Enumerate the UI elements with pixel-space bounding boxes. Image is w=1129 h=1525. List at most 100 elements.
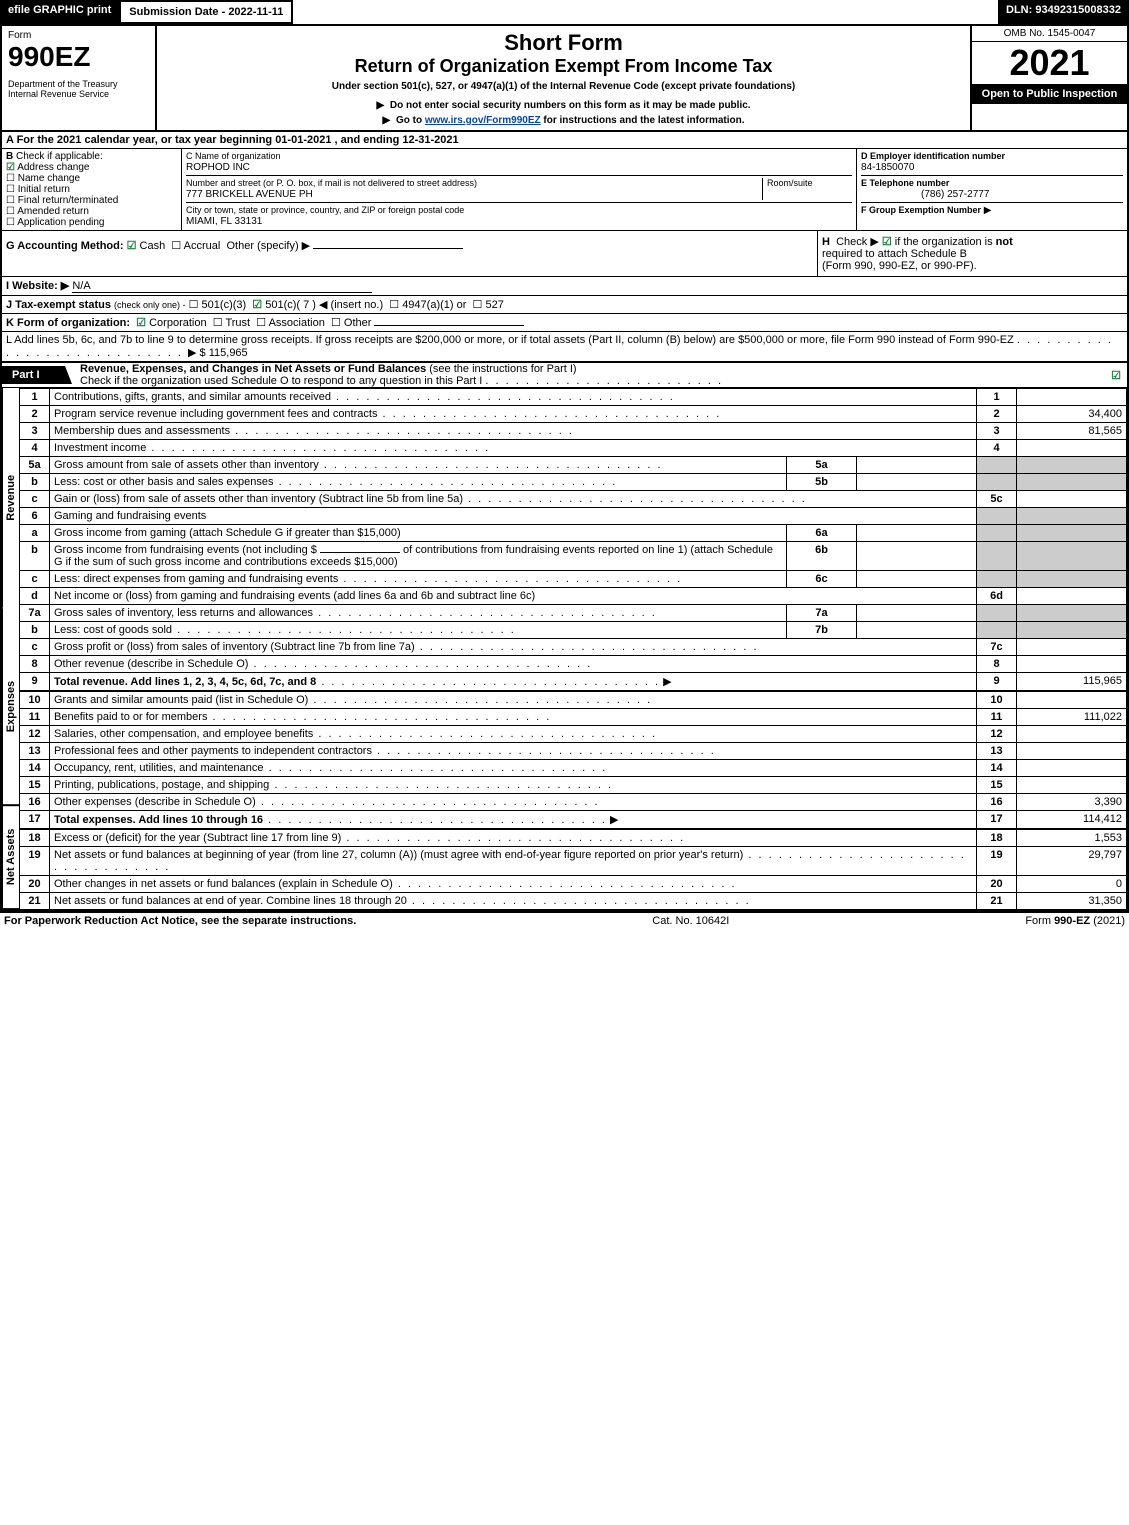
line-desc: Other changes in net assets or fund bala… [54,878,393,890]
line-ref: 19 [977,847,1017,876]
website-value: N/A [72,280,372,293]
table-row: 8Other revenue (describe in Schedule O)8 [20,656,1127,673]
line-desc: Net assets or fund balances at end of ye… [54,895,407,907]
line-ref-grey [977,622,1017,639]
line-number: 20 [20,876,50,893]
checkbox-icon: ☐ [389,299,399,311]
line-number: c [20,571,50,588]
line-number: 14 [20,760,50,777]
line-ref: 4 [977,440,1017,457]
dots [256,796,600,808]
line-value: 81,565 [1017,423,1127,440]
blank-input[interactable] [320,552,400,553]
checkbox-icon: ☐ [6,206,15,217]
footer-right-pre: Form [1025,915,1054,927]
table-row: 19Net assets or fund balances at beginni… [20,847,1127,876]
line-desc-bold: Total revenue. Add lines 1, 2, 3, 4, 5c,… [54,676,316,688]
checkbox-icon: ☐ [6,217,15,228]
footer-right: Form 990-EZ (2021) [1025,915,1125,927]
i-label: I Website: ▶ [6,280,69,292]
line-ref: 6d [977,588,1017,605]
table-row: 6Gaming and fundraising events [20,508,1127,525]
line-ref: 13 [977,743,1017,760]
line-text: Contributions, gifts, grants, and simila… [50,389,977,406]
dots [313,728,657,740]
irs-link[interactable]: www.irs.gov/Form990EZ [425,115,541,126]
table-row: 2Program service revenue including gover… [20,406,1127,423]
b-label: B [6,151,13,162]
line-ref: 12 [977,726,1017,743]
line-desc: Less: cost or other basis and sales expe… [54,476,274,488]
ssn-warning-text: Do not enter social security numbers on … [390,100,751,111]
table-row: bLess: cost of goods sold7b [20,622,1127,639]
line-value: 3,390 [1017,794,1127,811]
line-number: 9 [20,673,50,692]
line-desc: Professional fees and other payments to … [54,745,372,757]
table-row: 3Membership dues and assessments381,565 [20,423,1127,440]
subline-ref: 5b [787,474,857,491]
ein-value: 84-1850070 [861,162,914,173]
k-other: Other [344,317,372,329]
address-change: Address change [17,162,89,173]
line-ref: 2 [977,406,1017,423]
k-label: K Form of organization: [6,317,130,329]
subline-value [857,605,977,622]
other-input[interactable] [313,248,463,249]
line-value-grey [1017,525,1127,542]
c-street-label: Number and street (or P. O. box, if mail… [186,178,477,188]
form-container: Form 990EZ Department of the Treasury In… [0,24,1129,912]
section-l: L Add lines 5b, 6c, and 7b to line 9 to … [2,331,1127,361]
expenses-side-label: Expenses [2,608,19,806]
table-row: 14 Occupancy, rent, utilities, and mainte… [20,760,1127,777]
arrow-icon: ▶ [610,814,618,826]
k-other-input[interactable] [374,325,524,326]
section-c: C Name of organization ROPHOD INC Number… [182,149,857,230]
line-number: 18 [20,829,50,847]
table-row: 4Investment income4 [20,440,1127,457]
checkbox-icon: ☐ [171,240,181,252]
h-not: not [996,236,1013,248]
section-i: I Website: ▶ N/A [2,276,1127,295]
line-desc: Occupancy, rent, utilities, and maintena… [54,762,264,774]
dots: . . . . . . . . . . . . . . . . . . . . … [485,375,723,387]
j-501c3: 501(c)(3) [202,299,247,311]
table-row: bGross income from fundraising events (n… [20,542,1127,571]
line-ref: 18 [977,829,1017,847]
subline-ref: 7a [787,605,857,622]
line-number: 19 [20,847,50,876]
l-text: L Add lines 5b, 6c, and 7b to line 9 to … [6,334,1014,346]
part-i-header: Part I Revenue, Expenses, and Changes in… [2,361,1127,388]
line-number: 12 [20,726,50,743]
line-text: Benefits paid to or for members [50,709,977,726]
table-row: 16Other expenses (describe in Schedule O… [20,794,1127,811]
line-ref: 7c [977,639,1017,656]
table-row: aGross income from gaming (attach Schedu… [20,525,1127,542]
table-row: 11Benefits paid to or for members11111,0… [20,709,1127,726]
line-ref: 9 [977,673,1017,692]
footer-right-form: 990-EZ [1054,915,1090,927]
title-row: Form 990EZ Department of the Treasury In… [2,26,1127,130]
section-a: A For the 2021 calendar year, or tax yea… [2,130,1127,148]
line-number: 3 [20,423,50,440]
subline-ref: 6b [787,542,857,571]
k-assoc: Association [269,317,325,329]
section-j: J Tax-exempt status (check only one) - ☐… [2,295,1127,313]
subline-value [857,525,977,542]
line-desc: Benefits paid to or for members [54,711,207,723]
line-value-grey [1017,571,1127,588]
line-value-grey [1017,542,1127,571]
dots [263,814,607,826]
lines-container: Revenue Expenses Net Assets 1Contributio… [2,388,1127,910]
phone-value: (786) 257-2777 [861,189,989,200]
line-value: 29,797 [1017,847,1127,876]
part-i-title: Revenue, Expenses, and Changes in Net As… [80,363,426,375]
line-desc: Gross sales of inventory, less returns a… [54,607,313,619]
line-number: 17 [20,811,50,830]
line-number: 21 [20,893,50,910]
line-number: 5a [20,457,50,474]
accrual-option: Accrual [184,240,221,252]
line-text: Gross income from gaming (attach Schedul… [50,525,787,542]
line-text: Total expenses. Add lines 10 through 16 … [50,811,977,830]
subline-ref: 6c [787,571,857,588]
dots [407,895,751,907]
